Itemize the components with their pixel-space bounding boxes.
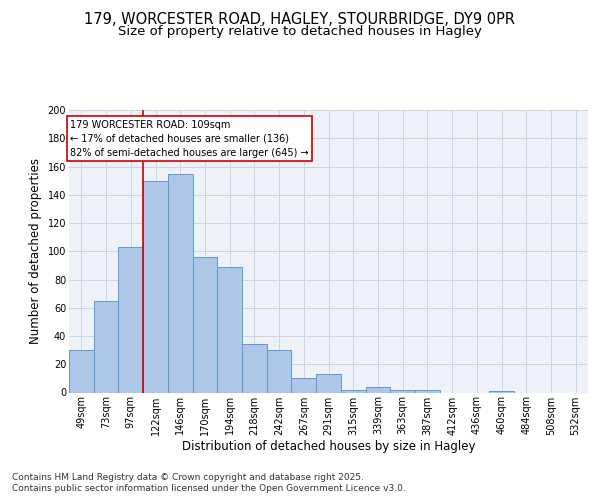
Text: Contains public sector information licensed under the Open Government Licence v3: Contains public sector information licen… [12, 484, 406, 493]
Bar [365, 387, 390, 392]
Text: Size of property relative to detached houses in Hagley: Size of property relative to detached ho… [118, 25, 482, 38]
Bar [316, 374, 341, 392]
Bar [217, 267, 242, 392]
Bar [292, 378, 316, 392]
Bar [94, 300, 118, 392]
Bar [489, 391, 514, 392]
Bar [267, 350, 292, 393]
Text: 179 WORCESTER ROAD: 109sqm
← 17% of detached houses are smaller (136)
82% of sem: 179 WORCESTER ROAD: 109sqm ← 17% of deta… [70, 120, 309, 158]
Bar [193, 257, 217, 392]
Text: 179, WORCESTER ROAD, HAGLEY, STOURBRIDGE, DY9 0PR: 179, WORCESTER ROAD, HAGLEY, STOURBRIDGE… [85, 12, 515, 28]
Bar [390, 390, 415, 392]
Bar [242, 344, 267, 393]
Bar [143, 180, 168, 392]
Bar [415, 390, 440, 392]
Y-axis label: Number of detached properties: Number of detached properties [29, 158, 42, 344]
Text: Contains HM Land Registry data © Crown copyright and database right 2025.: Contains HM Land Registry data © Crown c… [12, 472, 364, 482]
X-axis label: Distribution of detached houses by size in Hagley: Distribution of detached houses by size … [182, 440, 475, 453]
Bar [341, 390, 365, 392]
Bar [118, 247, 143, 392]
Bar [69, 350, 94, 393]
Bar [168, 174, 193, 392]
